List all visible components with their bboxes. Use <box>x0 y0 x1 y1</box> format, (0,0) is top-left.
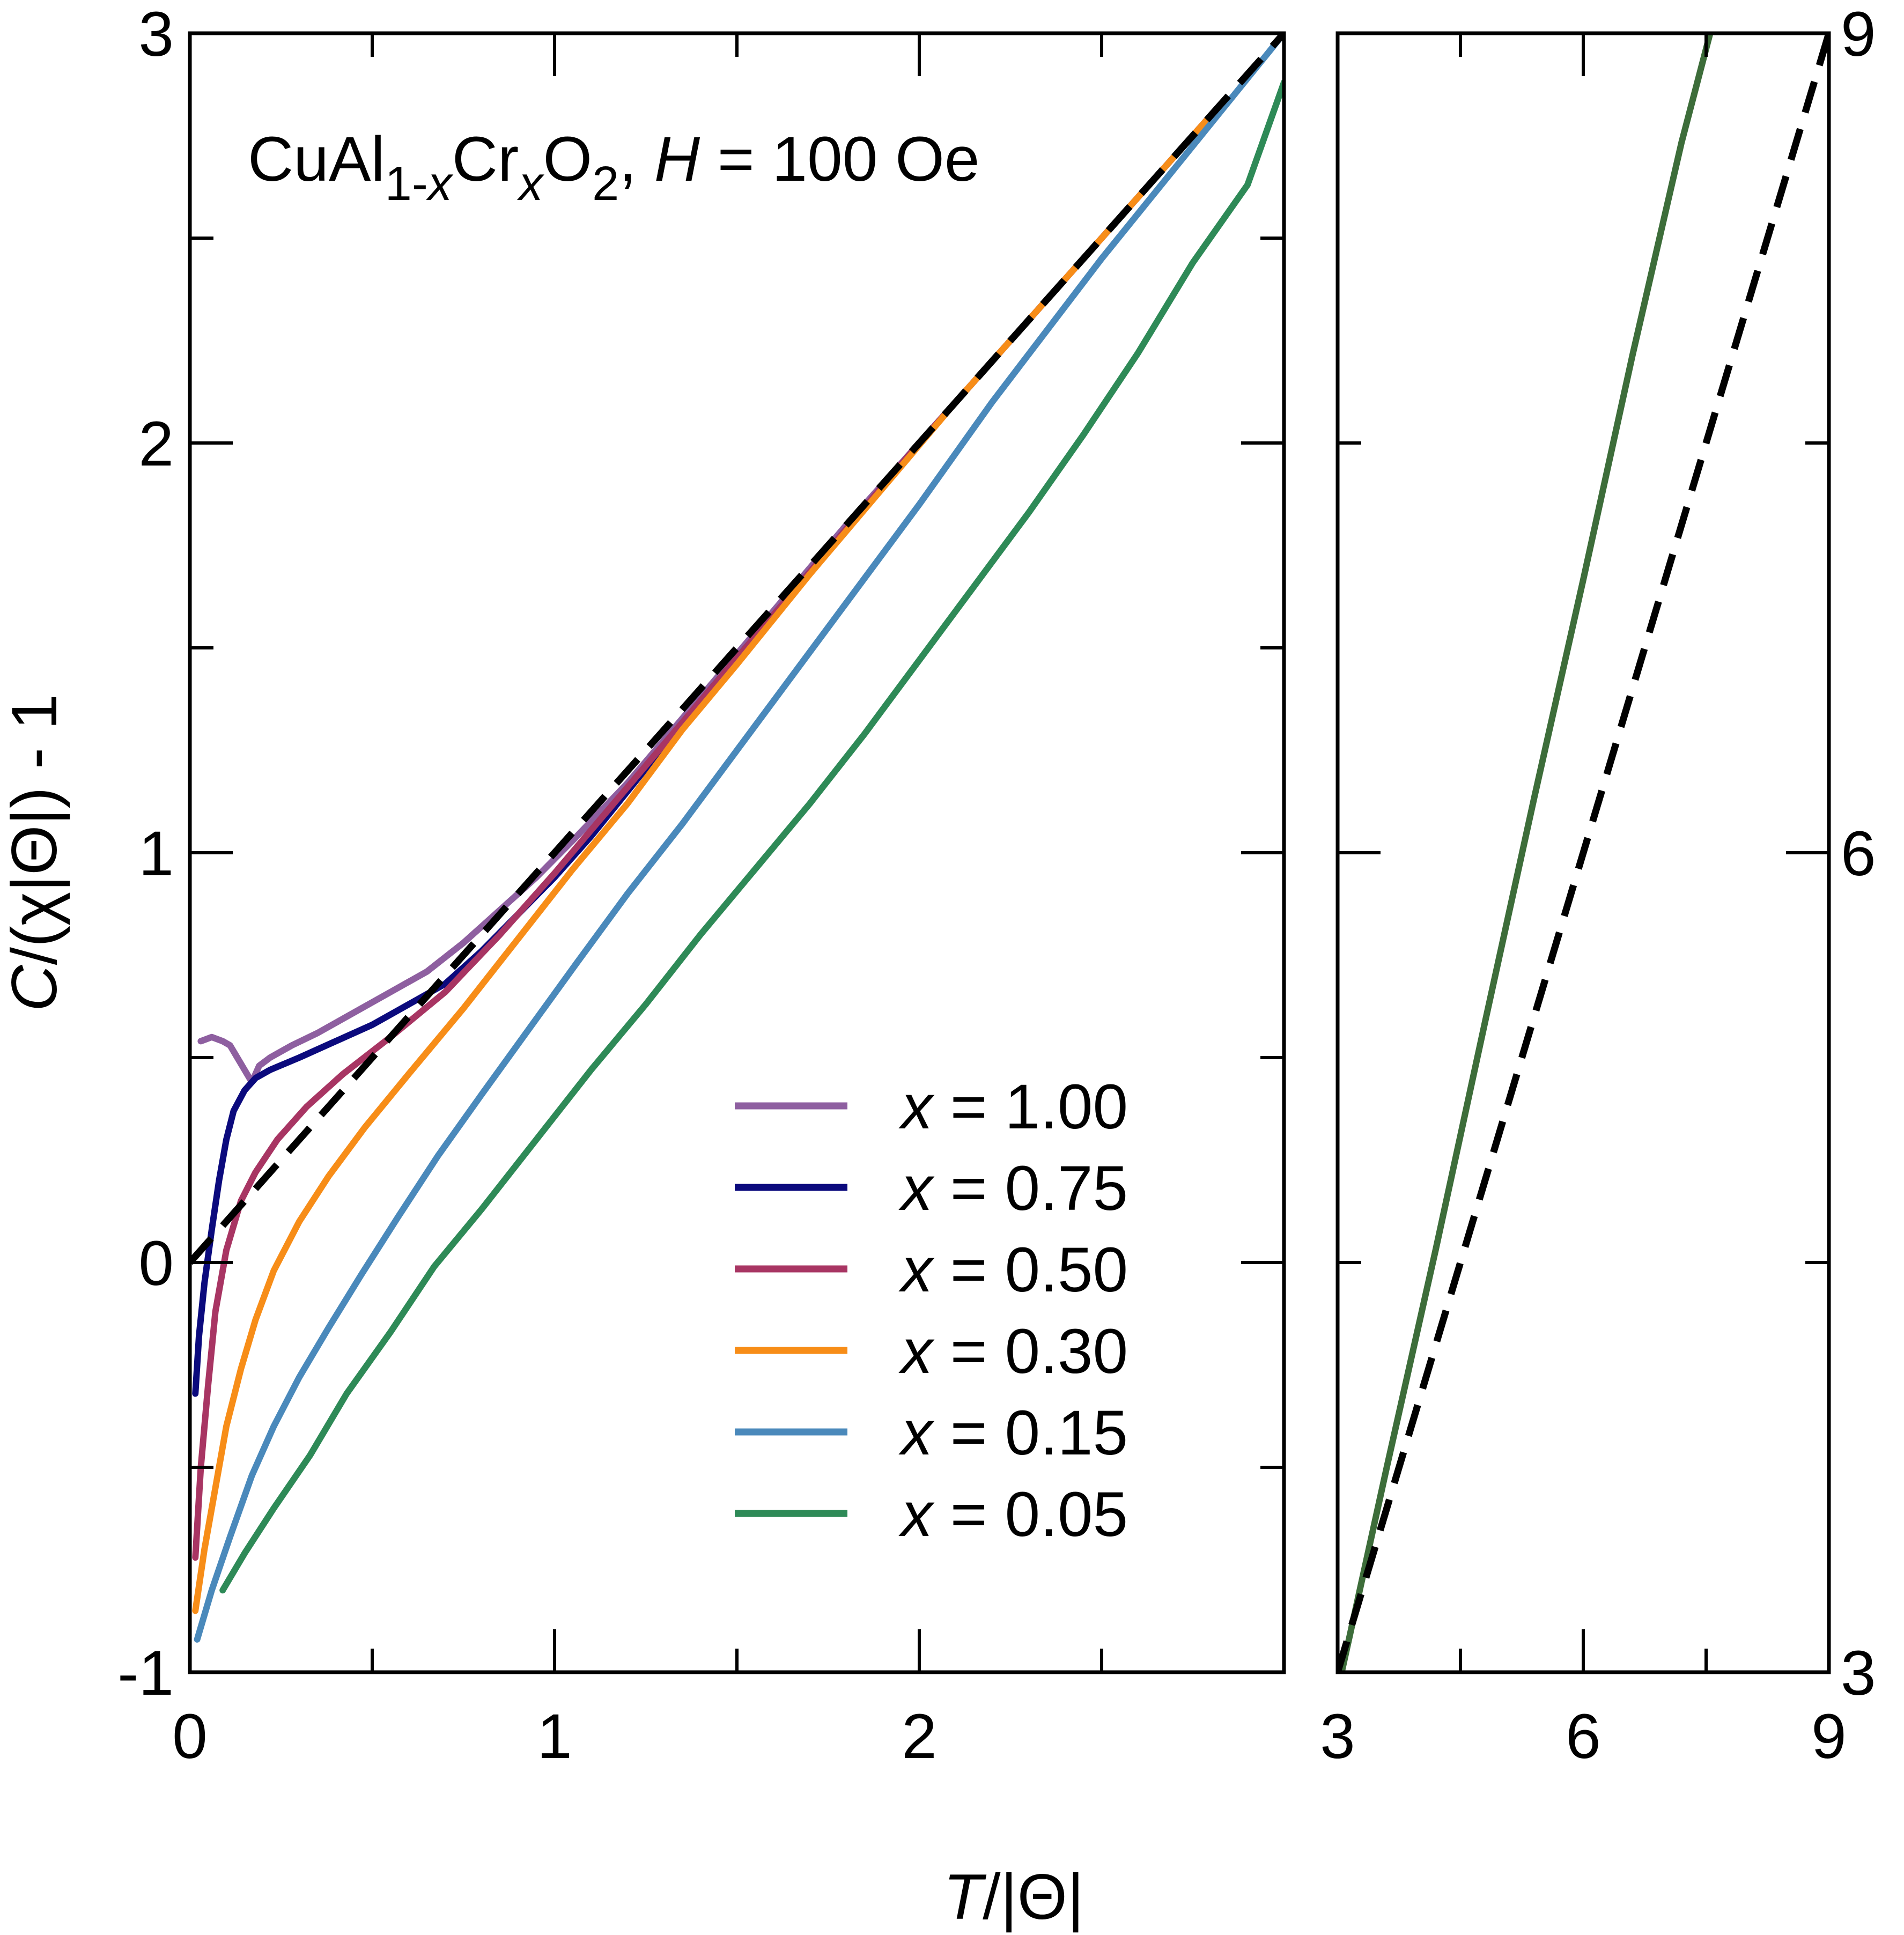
y-axis-title: C/(χ|Θ|) - 1 <box>0 694 70 1011</box>
legend-label: x = 1.00 <box>898 1072 1128 1142</box>
chart-annotation: CuAl1-xCrxO2, H = 100 Oe <box>248 124 980 211</box>
series-line-1-00 <box>197 112 1214 1085</box>
y-tick-label: 3 <box>1841 1638 1876 1709</box>
plot-frame <box>188 31 1286 1674</box>
legend: x = 1.00 x = 0.75 x = 0.50 x = 0.30 x = 0.15… <box>735 1072 1128 1550</box>
high-temperature-curve <box>1338 33 1714 1672</box>
x-tick-label: 1 <box>537 1701 572 1772</box>
legend-label: x = 0.50 <box>898 1235 1128 1305</box>
series-line-0-15 <box>194 33 1284 1643</box>
y-tick-label: 1 <box>138 818 174 889</box>
x-tick-label: 0 <box>172 1701 208 1772</box>
y-tick-label: 0 <box>138 1228 174 1299</box>
series-line-0-30 <box>192 112 1214 1614</box>
x-tick-label: 6 <box>1566 1701 1601 1772</box>
series-group <box>192 33 1284 1643</box>
x-axis-title: T/|Θ| <box>943 1861 1084 1933</box>
x-tick-label: 3 <box>1320 1701 1355 1772</box>
y-tick-label: -1 <box>117 1638 174 1709</box>
legend-label: x = 0.15 <box>898 1398 1128 1468</box>
legend-label: x = 0.05 <box>898 1479 1128 1550</box>
x-tick-label: 2 <box>902 1701 937 1772</box>
curie-weiss-reference-line <box>190 33 1284 1265</box>
legend-label: x = 0.75 <box>898 1153 1128 1224</box>
y-tick-label: 2 <box>138 409 174 479</box>
curie-weiss-reference-line-high-t <box>1338 33 1829 1672</box>
series-line-0-05 <box>219 79 1284 1594</box>
plot-frame <box>1335 31 1831 1674</box>
y-tick-label: 9 <box>1841 0 1876 70</box>
y-tick-label: 3 <box>138 0 174 70</box>
y-tick-label: 6 <box>1841 818 1876 889</box>
x-tick-label: 9 <box>1811 1701 1847 1772</box>
legend-label: x = 0.30 <box>898 1316 1128 1387</box>
